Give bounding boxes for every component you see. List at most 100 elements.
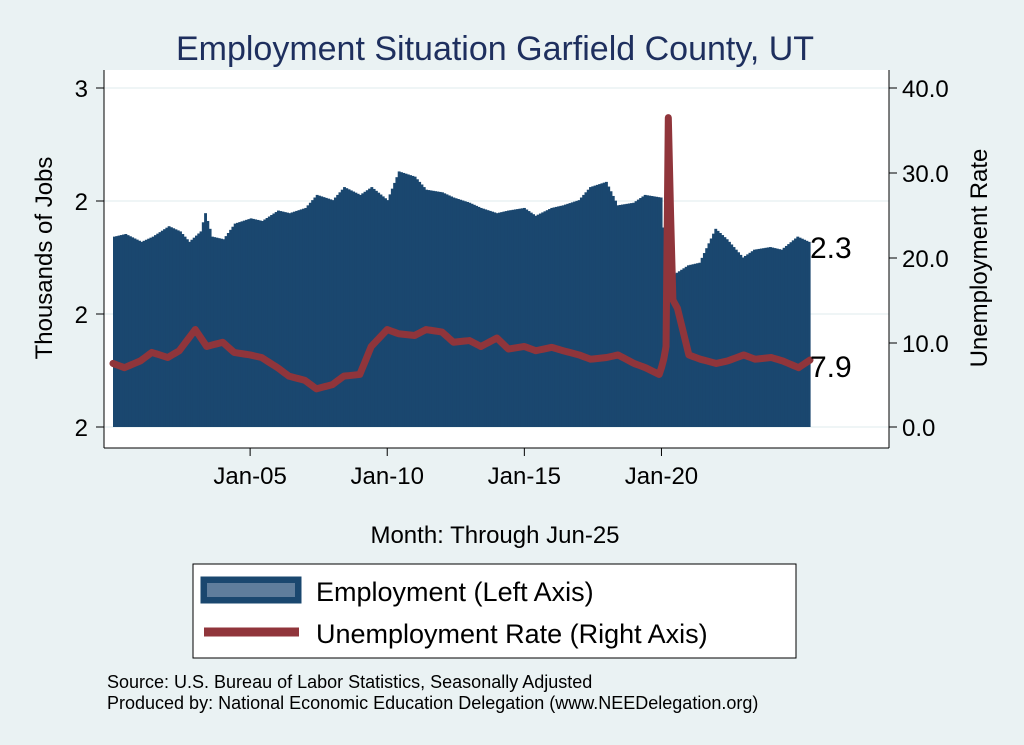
employment-bar — [725, 239, 729, 427]
employment-bar — [796, 236, 800, 427]
employment-bar — [117, 235, 121, 427]
employment-bar — [135, 239, 139, 427]
employment-bar — [591, 186, 595, 427]
employment-bar — [516, 209, 520, 427]
employment-bar — [616, 205, 620, 427]
employment-bar — [281, 211, 285, 427]
employment-bar — [277, 210, 280, 427]
employment-bar — [748, 252, 752, 427]
employment-bar — [318, 195, 321, 427]
employment-bar — [222, 239, 226, 427]
employment-bar — [381, 196, 385, 427]
employment-bar — [579, 197, 583, 427]
employment-bar — [292, 211, 296, 427]
employment-bar — [775, 248, 779, 427]
employment-bar — [463, 201, 467, 427]
employment-bar — [315, 194, 319, 427]
employment-bar — [759, 248, 763, 427]
employment-bar — [648, 195, 652, 427]
employment-bar — [805, 240, 809, 427]
employment-bar — [584, 192, 588, 427]
employment-bar — [454, 198, 458, 427]
employment-bar — [548, 209, 551, 427]
legend-employment-swatch-inner — [207, 583, 295, 597]
employment-bar — [240, 221, 244, 427]
employment-bar — [702, 253, 706, 427]
employment-bar — [142, 240, 146, 427]
employment-end-label: 2.3 — [810, 232, 852, 265]
employment-bar — [625, 203, 629, 427]
employment-bar — [538, 213, 542, 427]
employment-bar — [404, 173, 408, 427]
employment-bar — [245, 219, 248, 427]
employment-bar — [267, 216, 271, 427]
employment-bar — [247, 219, 251, 427]
employment-bar — [630, 203, 633, 427]
employment-bar — [274, 212, 278, 427]
employment-bar — [217, 238, 221, 427]
employment-bar — [734, 249, 738, 427]
employment-bar — [559, 205, 563, 427]
employment-bar — [438, 191, 442, 427]
employment-bar — [472, 204, 476, 427]
employment-bar — [181, 234, 185, 427]
employment-bar — [340, 189, 344, 427]
right-tick-label: 30.0 — [902, 161, 949, 188]
employment-bar — [279, 211, 283, 427]
employment-bar — [131, 237, 135, 427]
employment-bar — [306, 205, 310, 427]
employment-bar — [698, 262, 702, 427]
right-tick-label: 40.0 — [902, 76, 949, 103]
unemployment-end-label: 7.9 — [810, 351, 852, 384]
employment-bar — [119, 235, 123, 427]
employment-bar — [673, 274, 677, 427]
employment-bar — [500, 212, 504, 427]
employment-bar — [646, 195, 649, 427]
employment-bar — [138, 240, 141, 427]
employment-bar — [256, 219, 260, 427]
employment-bar — [379, 194, 383, 427]
employment-bar — [778, 249, 781, 427]
employment-bar — [436, 191, 440, 427]
employment-bar — [529, 212, 533, 427]
employment-bar — [545, 210, 549, 427]
employment-bar — [543, 211, 547, 427]
employment-bar — [627, 203, 631, 427]
employment-bar — [445, 194, 449, 427]
employment-bar — [475, 205, 479, 427]
employment-bar — [504, 211, 508, 427]
employment-bar — [122, 234, 125, 427]
employment-bar — [377, 192, 381, 427]
employment-bar — [370, 187, 374, 427]
x-tick-label: Jan-20 — [625, 463, 698, 490]
employment-bar — [115, 236, 119, 427]
employment-bar — [495, 213, 499, 427]
employment-bar — [361, 193, 365, 427]
employment-bar — [308, 202, 312, 427]
employment-bar — [589, 187, 592, 427]
employment-bar — [721, 235, 725, 427]
employment-bar — [251, 218, 255, 427]
employment-bar — [486, 210, 490, 427]
employment-bar — [226, 232, 230, 427]
employment-bar — [680, 269, 684, 427]
employment-bar — [557, 206, 561, 427]
employment-bar — [238, 222, 242, 427]
employment-bar — [523, 207, 526, 427]
employment-bar — [295, 210, 299, 427]
employment-bar — [461, 200, 465, 427]
employment-bar — [128, 236, 132, 427]
employment-bar — [497, 212, 501, 427]
unemployment-line — [109, 114, 814, 393]
employment-bar — [336, 194, 340, 427]
employment-bar — [210, 236, 214, 427]
employment-bar — [422, 187, 426, 427]
employment-bar — [689, 264, 693, 427]
employment-bar — [345, 188, 349, 427]
employment-bar — [297, 210, 301, 427]
employment-bar — [320, 196, 324, 427]
employment-bar — [124, 234, 128, 427]
employment-bar — [652, 196, 656, 427]
employment-bar — [564, 204, 567, 427]
employment-bar — [753, 249, 756, 427]
